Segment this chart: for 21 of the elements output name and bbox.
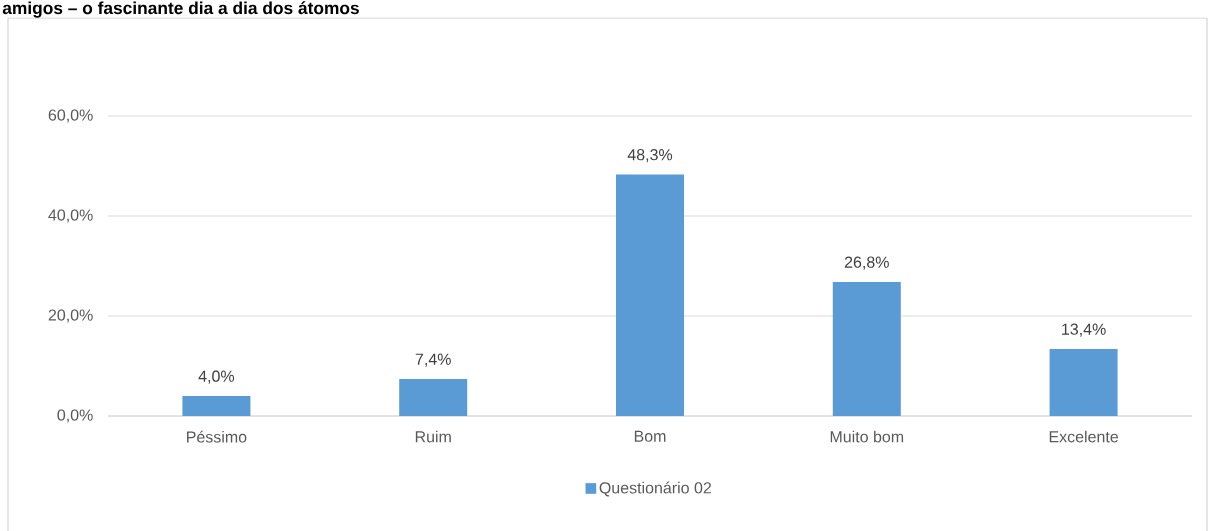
x-tick-label: Péssimo	[187, 430, 247, 443]
x-tick-label: Excelente	[1049, 430, 1118, 443]
x-tick-label: Bom	[634, 430, 666, 442]
y-tick-label: 20,0%	[48, 309, 93, 323]
data-label: 48,3%	[627, 149, 673, 163]
bar	[182, 395, 251, 416]
bar	[616, 174, 684, 416]
data-label: 7,4%	[415, 353, 451, 367]
bar	[399, 378, 468, 416]
legend-label: Questionário 02	[599, 481, 711, 497]
bar	[1049, 348, 1118, 416]
bar	[832, 281, 901, 416]
data-label: 4,0%	[198, 370, 235, 384]
x-tick-label: Ruim	[415, 430, 451, 443]
data-label: 26,8%	[844, 256, 889, 270]
chart-title: amigos – o fascinante dia a dia dos átomos	[2, 1, 359, 18]
y-tick-label: 40,0%	[48, 209, 93, 223]
data-label: 13,4%	[1062, 323, 1106, 337]
y-tick-label: 60,0%	[48, 109, 93, 123]
y-tick-label: 0,0%	[57, 409, 93, 423]
x-tick-label: Muito bom	[830, 430, 904, 443]
